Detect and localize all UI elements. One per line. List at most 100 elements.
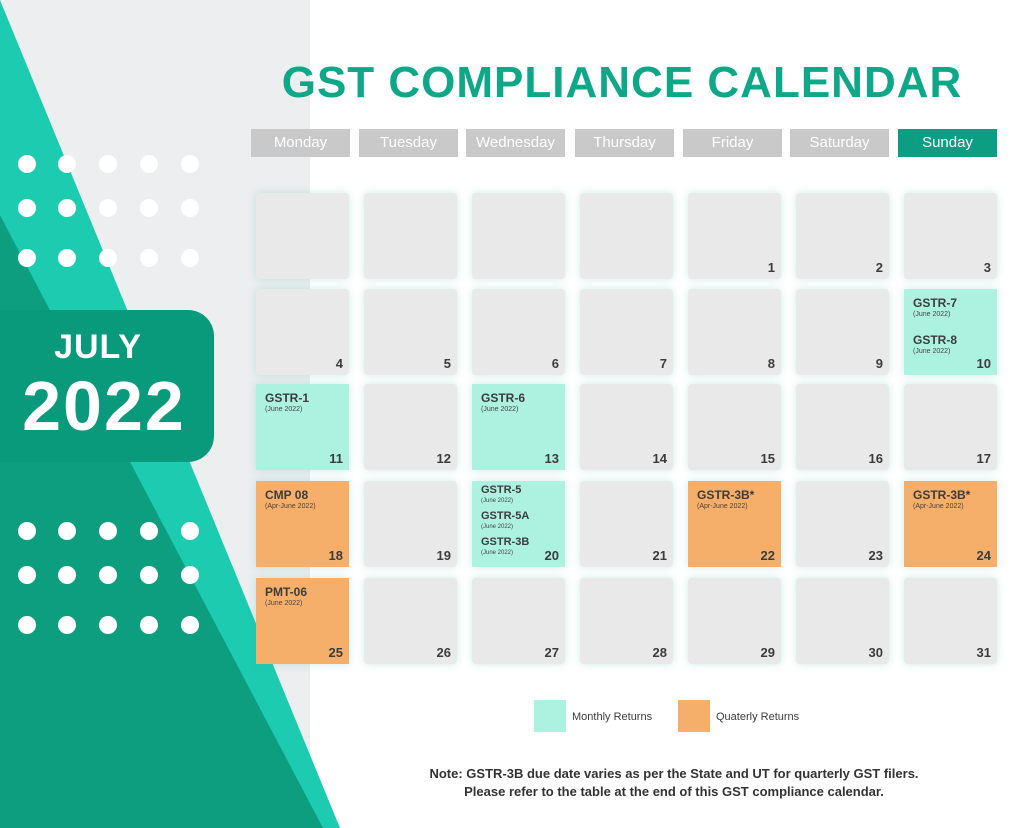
return-period: (June 2022) [265, 406, 303, 413]
day-number: 26 [436, 645, 451, 660]
day-number: 11 [329, 451, 343, 466]
return-form-name: GSTR-8 [913, 333, 958, 347]
day-number: 14 [652, 451, 667, 466]
return-entry: GSTR-6 (June 2022) [481, 392, 525, 414]
empty-day-cell [256, 193, 349, 279]
footnote: Note: GSTR-3B due date varies as per the… [414, 765, 934, 801]
legend-label-monthly: Monthly Returns [572, 711, 653, 723]
return-period: (June 2022) [913, 311, 951, 318]
return-entry: PMT-06 (June 2022) [265, 586, 307, 608]
weekday-tuesday: Tuesday [359, 129, 458, 157]
day-number: 28 [652, 645, 667, 660]
day-cell-22: GSTR-3B* (Apr-June 2022) 22 [688, 481, 781, 567]
return-entry: GSTR-1 (June 2022) [265, 392, 309, 414]
return-period: (Apr-June 2022) [697, 503, 748, 510]
day-cell-19: 19 [364, 481, 457, 567]
return-period: (Apr-June 2022) [913, 503, 964, 510]
day-number: 12 [436, 451, 451, 466]
legend-swatch-quarterly [678, 700, 710, 732]
day-cell-23: 23 [796, 481, 889, 567]
day-number: 31 [976, 645, 991, 660]
day-cell-13: GSTR-6 (June 2022) 13 [472, 384, 565, 470]
day-cell-30: 30 [796, 578, 889, 664]
day-number: 5 [443, 356, 451, 371]
day-cell-29: 29 [688, 578, 781, 664]
day-cell-17: 17 [904, 384, 997, 470]
day-number: 15 [760, 451, 775, 466]
day-cell-5: 5 [364, 289, 457, 375]
day-number: 29 [760, 645, 775, 660]
empty-day-cell [580, 193, 673, 279]
day-number: 6 [551, 356, 559, 371]
day-number: 10 [976, 356, 991, 371]
month-year-panel: JULY 2022 [0, 310, 214, 462]
weekday-sunday: Sunday [898, 129, 997, 157]
day-number: 3 [983, 260, 991, 275]
day-cell-18: CMP 08 (Apr-June 2022) 18 [256, 481, 349, 567]
year-label: 2022 [22, 367, 186, 445]
day-number: 30 [868, 645, 883, 660]
return-form-name: GSTR-5 [481, 484, 522, 496]
day-cell-12: 12 [364, 384, 457, 470]
return-period: (June 2022) [481, 550, 514, 556]
day-cell-31: 31 [904, 578, 997, 664]
day-cell-20: GSTR-5 (June 2022) GSTR-5A (June 2022) GSTR-… [472, 481, 565, 567]
return-period: (June 2022) [913, 348, 951, 355]
day-cell-27: 27 [472, 578, 565, 664]
return-form-name: GSTR-3B* [697, 488, 755, 502]
footnote-line-1: Note: GSTR-3B due date varies as per the… [429, 766, 919, 781]
page-title: GST COMPLIANCE CALENDAR [281, 58, 963, 107]
return-entry: GSTR-5 (June 2022) [481, 484, 521, 506]
day-number: 1 [767, 260, 775, 275]
day-cell-24: GSTR-3B* (Apr-June 2022) 24 [904, 481, 997, 567]
return-form-name: PMT-06 [265, 585, 308, 599]
day-number: 16 [868, 451, 883, 466]
weekday-saturday: Saturday [790, 129, 889, 157]
weekday-wednesday: Wednesday [466, 129, 565, 157]
day-number: 27 [544, 645, 559, 660]
weekday-friday: Friday [683, 129, 782, 157]
return-form-name: GSTR-7 [913, 296, 958, 310]
day-number: 4 [335, 356, 343, 371]
legend-label-quarterly: Quaterly Returns [716, 711, 800, 723]
day-cell-16: 16 [796, 384, 889, 470]
return-entry: GSTR-7 (June 2022) [913, 297, 957, 319]
day-number: 25 [328, 645, 343, 660]
day-cell-3: 3 [904, 193, 997, 279]
return-form-name: GSTR-3B* [913, 488, 971, 502]
return-form-name: GSTR-1 [265, 391, 310, 405]
return-form-name: CMP 08 [265, 488, 309, 502]
day-cell-4: 4 [256, 289, 349, 375]
day-cell-26: 26 [364, 578, 457, 664]
legend-swatch-monthly [534, 700, 566, 732]
day-cell-15: 15 [688, 384, 781, 470]
day-cell-2: 2 [796, 193, 889, 279]
day-cell-7: 7 [580, 289, 673, 375]
weekday-monday: Monday [251, 129, 350, 157]
return-period: (June 2022) [481, 524, 514, 530]
day-cell-1: 1 [688, 193, 781, 279]
day-number: 8 [767, 356, 775, 371]
day-number: 7 [659, 356, 667, 371]
day-number: 9 [875, 356, 883, 371]
day-number: 22 [760, 548, 775, 563]
return-form-name: GSTR-5A [481, 510, 530, 522]
day-cell-25: PMT-06 (June 2022) 25 [256, 578, 349, 664]
return-period: (June 2022) [481, 406, 519, 413]
day-number: 2 [875, 260, 883, 275]
day-number: 18 [328, 548, 343, 563]
day-number: 13 [544, 451, 559, 466]
day-cell-14: 14 [580, 384, 673, 470]
day-cell-8: 8 [688, 289, 781, 375]
day-cell-21: 21 [580, 481, 673, 567]
return-period: (June 2022) [265, 600, 303, 607]
return-entry: GSTR-5A (June 2022) [481, 510, 529, 532]
day-cell-6: 6 [472, 289, 565, 375]
return-period: (Apr-June 2022) [265, 503, 316, 510]
day-number: 24 [976, 548, 991, 563]
return-form-name: GSTR-6 [481, 391, 526, 405]
day-number: 20 [544, 548, 559, 563]
day-cell-9: 9 [796, 289, 889, 375]
footnote-line-2: Please refer to the table at the end of … [464, 784, 884, 799]
empty-day-cell [364, 193, 457, 279]
